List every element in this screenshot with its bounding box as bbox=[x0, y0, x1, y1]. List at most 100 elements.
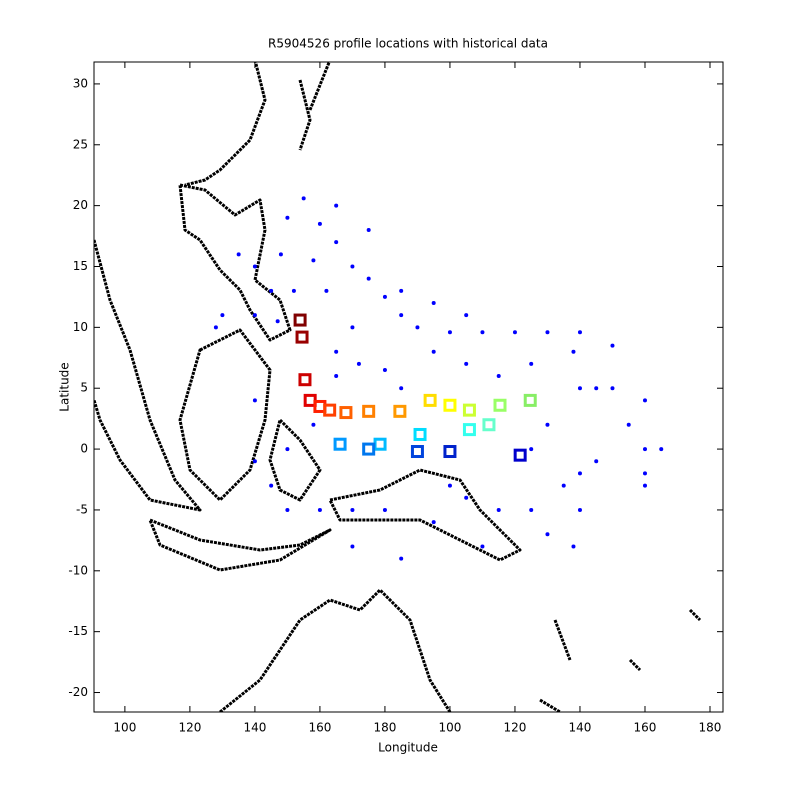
historical-point bbox=[285, 215, 290, 220]
y-tick-label: 30 bbox=[73, 76, 88, 90]
historical-point bbox=[431, 520, 436, 525]
historical-point bbox=[561, 483, 566, 488]
historical-point bbox=[317, 507, 322, 512]
historical-point bbox=[496, 507, 501, 512]
historical-point bbox=[317, 221, 322, 226]
historical-point bbox=[382, 367, 387, 372]
historical-point bbox=[350, 325, 355, 330]
historical-point bbox=[529, 507, 534, 512]
historical-point bbox=[311, 258, 316, 263]
historical-point bbox=[447, 483, 452, 488]
x-tick-label: 100 bbox=[113, 721, 136, 735]
historical-point bbox=[399, 288, 404, 293]
historical-point bbox=[594, 459, 599, 464]
historical-point bbox=[464, 313, 469, 318]
historical-point bbox=[291, 288, 296, 293]
x-tick-label: 160 bbox=[308, 721, 331, 735]
historical-point bbox=[285, 447, 290, 452]
profile-point bbox=[339, 406, 353, 420]
profile-point bbox=[462, 423, 476, 437]
historical-point bbox=[334, 203, 339, 208]
historical-point bbox=[213, 325, 218, 330]
y-axis-label: Latitude bbox=[58, 362, 72, 411]
y-tick-label: 10 bbox=[73, 320, 88, 334]
y-tick-label: -20 bbox=[68, 685, 88, 699]
historical-point bbox=[610, 386, 615, 391]
historical-point bbox=[324, 288, 329, 293]
historical-point bbox=[366, 276, 371, 281]
profile-point bbox=[323, 403, 337, 417]
historical-point bbox=[269, 483, 274, 488]
historical-point bbox=[311, 422, 316, 427]
historical-point bbox=[399, 313, 404, 318]
historical-point bbox=[301, 196, 306, 201]
historical-point bbox=[626, 422, 631, 427]
historical-point bbox=[480, 330, 485, 335]
y-tick-label: 20 bbox=[73, 198, 88, 212]
historical-point bbox=[577, 507, 582, 512]
profile-point bbox=[462, 403, 476, 417]
marks bbox=[213, 196, 664, 561]
historical-point bbox=[269, 288, 274, 293]
profile-point bbox=[493, 398, 507, 412]
historical-point bbox=[642, 483, 647, 488]
historical-point bbox=[496, 374, 501, 379]
x-tick-label: 160 bbox=[634, 721, 657, 735]
historical-point bbox=[334, 374, 339, 379]
profile-point bbox=[423, 393, 437, 407]
x-tick-label: 180 bbox=[373, 721, 396, 735]
historical-point bbox=[285, 507, 290, 512]
profile-point bbox=[513, 448, 527, 462]
profile-point bbox=[443, 398, 457, 412]
historical-point bbox=[577, 471, 582, 476]
historical-point bbox=[399, 556, 404, 561]
chart-title: R5904526 profile locations with historic… bbox=[268, 37, 548, 51]
historical-point bbox=[382, 507, 387, 512]
profile-point bbox=[293, 313, 307, 327]
historical-point bbox=[278, 252, 283, 257]
x-tick-label: 100 bbox=[438, 721, 461, 735]
y-tick-label: -10 bbox=[68, 563, 88, 577]
y-tick-label: 15 bbox=[73, 259, 88, 273]
profile-point bbox=[298, 373, 312, 387]
historical-point bbox=[334, 349, 339, 354]
historical-point bbox=[252, 398, 257, 403]
historical-point bbox=[431, 349, 436, 354]
historical-point bbox=[594, 386, 599, 391]
x-tick-label: 120 bbox=[504, 721, 527, 735]
profile-point bbox=[410, 445, 424, 459]
historical-point bbox=[431, 301, 436, 306]
historical-point bbox=[480, 544, 485, 549]
y-tick-label: 25 bbox=[73, 137, 88, 151]
historical-point bbox=[366, 227, 371, 232]
historical-point bbox=[529, 447, 534, 452]
historical-point bbox=[571, 544, 576, 549]
x-axis-label: Longitude bbox=[378, 741, 438, 755]
historical-point bbox=[350, 264, 355, 269]
x-tick-label: 140 bbox=[569, 721, 592, 735]
historical-point bbox=[382, 294, 387, 299]
profile-point bbox=[362, 442, 376, 456]
profile-point bbox=[295, 330, 309, 344]
historical-point bbox=[275, 319, 280, 324]
historical-point bbox=[659, 447, 664, 452]
profile-point bbox=[393, 404, 407, 418]
historical-point bbox=[610, 343, 615, 348]
historical-point bbox=[464, 361, 469, 366]
y-tick-label: -15 bbox=[68, 624, 88, 638]
historical-point bbox=[399, 386, 404, 391]
y-tick-label: 5 bbox=[80, 381, 88, 395]
historical-point bbox=[236, 252, 241, 257]
historical-point bbox=[447, 330, 452, 335]
profile-point bbox=[443, 445, 457, 459]
historical-point bbox=[571, 349, 576, 354]
profile-point bbox=[482, 418, 496, 432]
historical-point bbox=[642, 398, 647, 403]
historical-point bbox=[252, 459, 257, 464]
historical-point bbox=[334, 240, 339, 245]
plot-area bbox=[94, 62, 723, 712]
historical-point bbox=[545, 532, 550, 537]
profile-point bbox=[413, 427, 427, 441]
